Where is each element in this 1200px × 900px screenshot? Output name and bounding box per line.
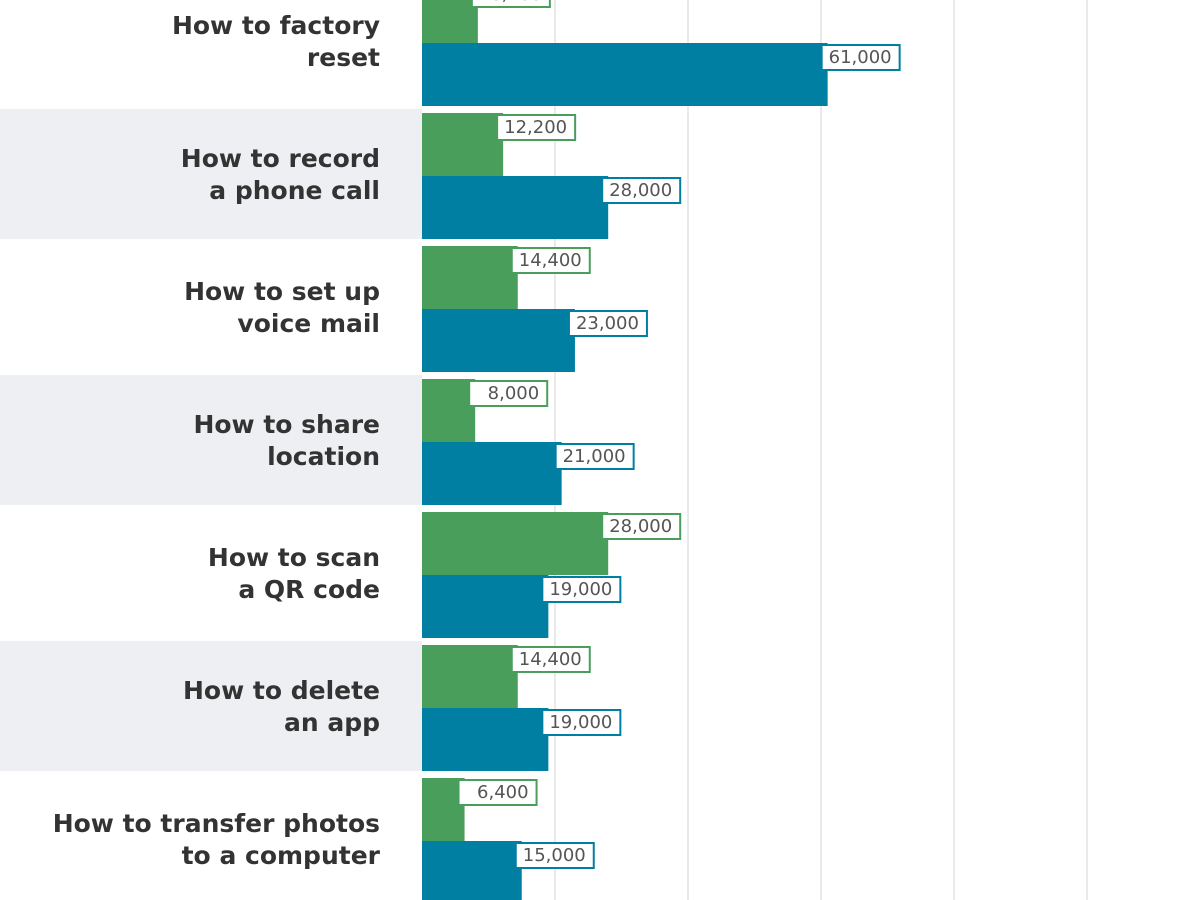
value-label-box — [601, 177, 682, 204]
category-label: reset — [307, 43, 380, 72]
value-label-box — [510, 646, 591, 673]
value-label: 12,200 — [504, 117, 567, 138]
category-label: to a computer — [182, 841, 381, 870]
bar — [422, 645, 518, 708]
value-label-box — [567, 310, 648, 337]
row-band — [0, 641, 422, 771]
bar — [422, 309, 575, 372]
bar — [422, 442, 562, 505]
category-label: How to share — [193, 410, 380, 439]
value-label-box — [496, 114, 577, 141]
value-label: 28,000 — [609, 180, 672, 201]
bar — [422, 841, 522, 900]
bar — [422, 176, 609, 239]
category-label: a QR code — [238, 575, 380, 604]
bar — [422, 512, 609, 575]
value-label: 19,000 — [549, 579, 612, 600]
value-label: 19,000 — [549, 712, 612, 733]
value-label: 8,000 — [488, 383, 540, 404]
bar — [422, 379, 476, 442]
value-label: 23,000 — [576, 313, 639, 334]
bar — [422, 113, 504, 176]
category-label: voice mail — [237, 309, 380, 338]
value-label-box — [601, 513, 682, 540]
value-label-box — [510, 247, 591, 274]
row-band — [0, 109, 422, 239]
value-label: 61,000 — [829, 47, 892, 68]
value-label-box — [541, 709, 622, 736]
category-label: How to transfer photos — [53, 809, 380, 838]
category-label: a phone call — [209, 176, 380, 205]
bar — [422, 43, 828, 106]
value-label: 14,400 — [519, 649, 582, 670]
category-label: How to set up — [184, 277, 380, 306]
value-label: 21,000 — [563, 446, 626, 467]
bar — [422, 246, 518, 309]
value-label-box — [820, 44, 901, 71]
value-label-box — [554, 443, 635, 470]
value-label-box — [457, 779, 538, 806]
value-label-box — [470, 0, 551, 8]
category-label: How to delete — [183, 676, 380, 705]
category-label: How to scan — [208, 543, 380, 572]
category-label: How to record — [181, 144, 380, 173]
value-label: 14,400 — [519, 250, 582, 271]
bar — [422, 778, 465, 841]
value-label-box — [514, 842, 595, 869]
category-label: location — [267, 442, 380, 471]
category-label: an app — [284, 708, 380, 737]
value-label-box — [541, 576, 622, 603]
row-band — [0, 375, 422, 505]
value-label-box — [468, 380, 549, 407]
value-label: 28,000 — [609, 516, 672, 537]
bar — [422, 708, 549, 771]
category-label: How to factory — [172, 11, 380, 40]
bar — [422, 0, 478, 43]
value-label: 6,400 — [477, 782, 529, 803]
bar — [422, 575, 549, 638]
value-label: 15,000 — [523, 845, 586, 866]
value-label: 8,400 — [490, 0, 542, 5]
